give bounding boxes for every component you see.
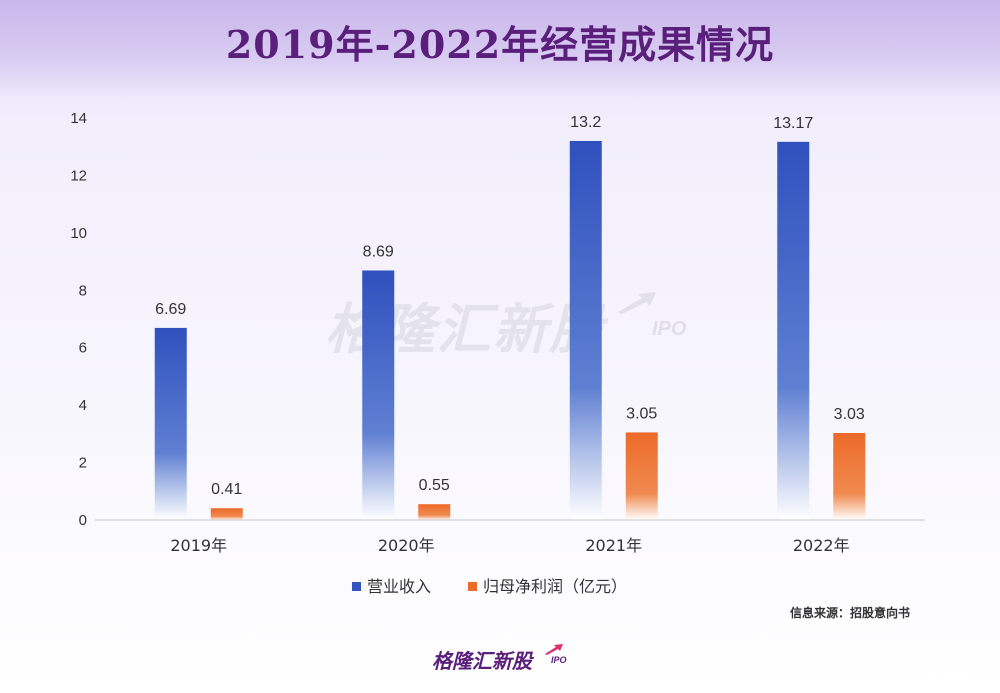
bar-profit (418, 504, 451, 520)
corner-logo-icon: G (924, 669, 942, 687)
data-label: 13.2 (570, 114, 601, 131)
legend-swatch (352, 582, 361, 591)
y-tick-label: 10 (70, 225, 87, 242)
data-label: 0.55 (419, 477, 450, 494)
bar-revenue (154, 327, 187, 520)
legend-label: 营业收入 (367, 577, 431, 596)
legend-swatch (468, 582, 477, 591)
data-label: 13.17 (773, 115, 813, 132)
y-tick-label: 4 (79, 397, 87, 414)
corner-text: 格隆汇 (946, 670, 988, 686)
y-axis: 0 2 4 6 8 10 12 14 (70, 110, 87, 529)
bar-profit (210, 508, 243, 520)
x-axis: 2019年 2020年 2021年 2022年 (95, 519, 925, 555)
data-label: 3.03 (834, 406, 865, 423)
bar-profit (833, 432, 866, 520)
bars: 6.69 0.41 8.69 0.55 13.2 3.05 13.17 3.03 (154, 114, 866, 520)
legend-label: 归母净利润（亿元） (483, 577, 627, 596)
data-label: 3.05 (626, 405, 657, 422)
y-tick-label: 8 (79, 282, 87, 299)
y-tick-label: 12 (70, 167, 87, 184)
footer-arrow-icon (545, 644, 563, 655)
bar-revenue (777, 141, 810, 520)
x-tick-label: 2020年 (378, 536, 435, 555)
bar-revenue (569, 140, 602, 520)
bar-profit (625, 432, 658, 520)
corner-watermark: G 格隆汇 (924, 668, 988, 688)
footer-logo-ipo: IPO (551, 655, 567, 665)
x-tick-label: 2021年 (585, 536, 642, 555)
title-band (0, 0, 1000, 100)
page-title: 2019年-2022年经营成果情况 (225, 22, 775, 67)
y-tick-label: 14 (70, 110, 87, 127)
footer-logo: 格隆汇新股 (432, 651, 532, 673)
legend: 营业收入 归母净利润（亿元） (352, 577, 627, 596)
bar-revenue (362, 270, 395, 520)
y-tick-label: 6 (79, 340, 87, 357)
source-note: 信息来源：招股意向书 (789, 606, 910, 620)
data-label: 8.69 (363, 243, 394, 260)
data-label: 0.41 (211, 481, 242, 498)
x-tick-label: 2022年 (793, 536, 850, 555)
x-tick-label: 2019年 (170, 536, 227, 555)
y-tick-label: 2 (79, 455, 87, 472)
data-label: 6.69 (155, 301, 186, 318)
y-tick-label: 0 (79, 512, 87, 529)
